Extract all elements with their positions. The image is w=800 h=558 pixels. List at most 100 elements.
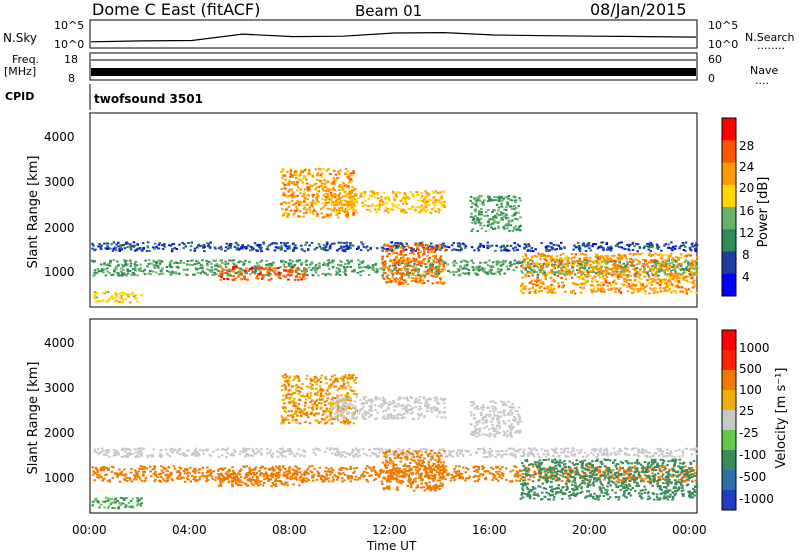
heat-cell <box>671 262 674 264</box>
heat-cell <box>330 199 333 201</box>
heat-cell <box>656 244 659 246</box>
heat-cell <box>612 469 615 471</box>
heat-cell <box>290 269 293 271</box>
heat-cell <box>411 206 414 208</box>
heat-cell <box>383 278 386 280</box>
nave-tick-top: 60 <box>708 53 722 66</box>
heat-cell <box>417 206 420 208</box>
heat-cell <box>365 468 368 470</box>
heat-cell <box>280 202 283 204</box>
heat-cell <box>325 190 328 192</box>
heat-cell <box>341 199 344 201</box>
heat-cell <box>584 282 587 284</box>
heat-cell <box>506 197 509 199</box>
heat-cell <box>595 290 598 292</box>
heat-cell <box>402 449 405 451</box>
heat-cell <box>567 448 570 450</box>
heat-cell <box>695 266 698 268</box>
heat-cell <box>589 257 592 259</box>
heat-cell <box>696 256 699 258</box>
heat-cell <box>177 266 180 268</box>
heat-cell <box>310 202 313 204</box>
heat-cell <box>633 245 636 247</box>
heat-cell <box>133 241 136 243</box>
heat-cell <box>211 269 214 271</box>
heat-cell <box>159 449 162 451</box>
heat-cell <box>580 449 583 451</box>
heat-cell <box>656 271 659 273</box>
heat-cell <box>391 203 394 205</box>
heat-cell <box>626 286 629 288</box>
heat-cell <box>256 448 259 450</box>
heat-cell <box>258 265 261 267</box>
heat-cell <box>518 226 521 228</box>
heat-cell <box>298 204 301 206</box>
heat-cell <box>338 189 341 191</box>
heat-cell <box>328 189 331 191</box>
heat-cell <box>407 260 410 262</box>
heat-cell <box>405 254 408 256</box>
heat-cell <box>349 242 352 244</box>
heat-cell <box>346 248 349 250</box>
heat-cell <box>245 453 248 455</box>
heat-cell <box>487 245 490 247</box>
heat-cell <box>291 453 294 455</box>
heat-cell <box>618 289 621 291</box>
heat-cell <box>586 245 589 247</box>
heat-cell <box>552 272 555 274</box>
heat-cell <box>563 451 566 453</box>
heat-cell <box>620 273 623 275</box>
heat-cell <box>327 477 330 479</box>
heat-cell <box>476 230 479 232</box>
heat-cell <box>299 259 302 261</box>
heat-cell <box>295 177 298 179</box>
heat-cell <box>639 274 642 276</box>
heat-cell <box>474 210 477 212</box>
heat-cell <box>160 270 163 272</box>
heat-cell <box>397 204 400 206</box>
heat-cell <box>667 260 670 262</box>
heat-cell <box>509 262 512 264</box>
heat-cell <box>103 243 106 245</box>
heat-cell <box>267 246 270 248</box>
heat-cell <box>505 209 508 211</box>
heat-cell <box>342 189 345 191</box>
heat-cell <box>276 450 279 452</box>
heat-cell <box>532 283 535 285</box>
heat-cell <box>303 212 306 214</box>
heat-cell <box>243 276 246 278</box>
heat-cell <box>650 246 653 248</box>
heat-cell <box>558 285 561 287</box>
heat-cell <box>600 285 603 287</box>
velocity-panel: Slant Range [km] 4000 3000 2000 1000 Vel… <box>26 319 789 513</box>
heat-cell <box>468 272 471 274</box>
heat-cell <box>220 274 223 276</box>
heat-cell <box>637 291 640 293</box>
heat-cell <box>403 274 406 276</box>
heat-cell <box>499 468 502 470</box>
heat-cell <box>399 273 402 275</box>
heat-cell <box>635 276 638 278</box>
heat-cell <box>116 272 119 274</box>
heat-cell <box>497 271 500 273</box>
heat-cell <box>540 255 543 257</box>
heat-cell <box>171 271 174 273</box>
heat-cell <box>239 271 242 273</box>
heat-cell <box>593 268 596 270</box>
heat-cell <box>205 260 208 262</box>
heat-cell <box>660 290 663 292</box>
heat-cell <box>532 250 535 252</box>
heat-cell <box>620 256 623 258</box>
heat-cell <box>353 467 356 469</box>
heat-cell <box>405 281 408 283</box>
heat-cell <box>641 265 644 267</box>
heat-cell <box>148 259 151 261</box>
heat-cell <box>350 480 353 482</box>
heat-cell <box>300 262 303 264</box>
heat-cell <box>519 480 522 482</box>
heat-cell <box>421 192 424 194</box>
heat-cell <box>412 277 415 279</box>
heat-cell <box>130 472 133 474</box>
heat-cell <box>513 250 516 252</box>
heat-cell <box>555 292 558 294</box>
